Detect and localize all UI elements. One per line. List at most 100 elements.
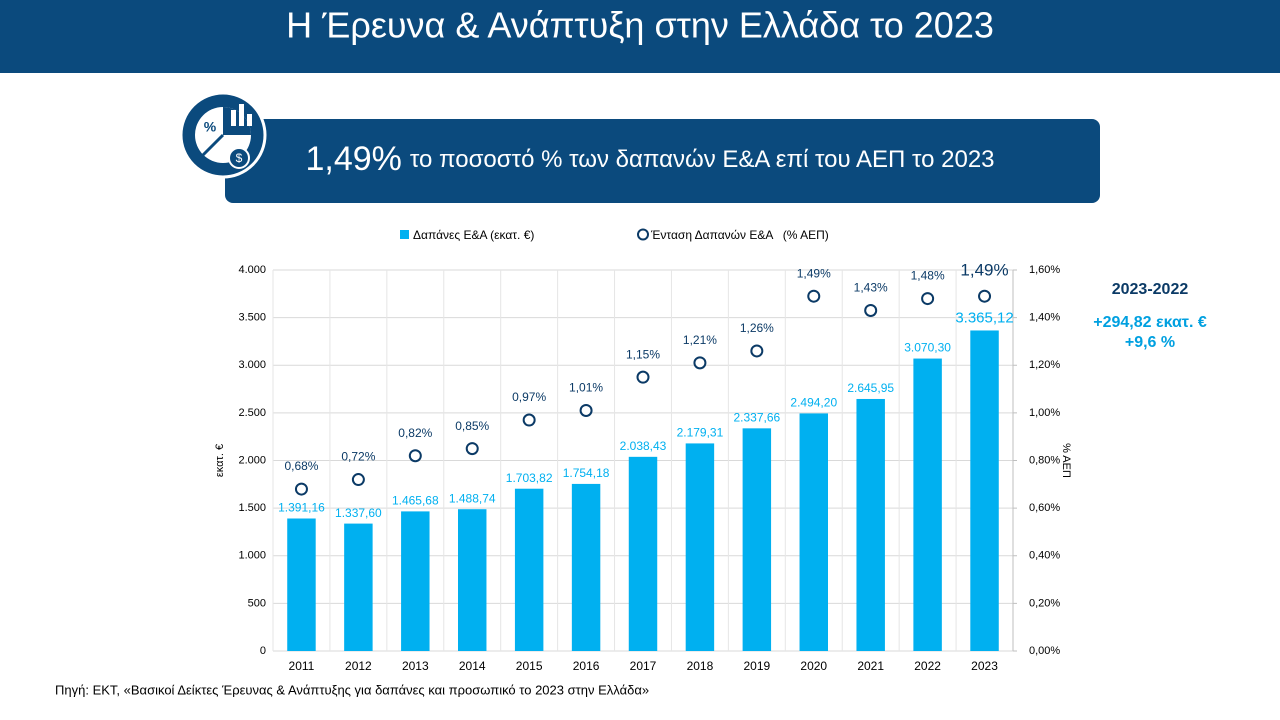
- marker-value-label: 1,26%: [740, 321, 774, 335]
- y2-tick-label: 1,20%: [1029, 359, 1060, 371]
- marker: [465, 442, 479, 456]
- header-bar: [0, 0, 1280, 73]
- y2-tick-label: 0,80%: [1029, 454, 1060, 466]
- bar-value-label: 1.703,82: [506, 471, 553, 485]
- y-tick-label: 3.000: [238, 359, 266, 371]
- x-tick-label: 2020: [800, 659, 827, 673]
- marker-value-label: 0,68%: [284, 459, 318, 473]
- marker-value-label: 1,43%: [854, 281, 888, 295]
- banner: [225, 119, 1100, 203]
- bar: [458, 509, 487, 651]
- bar: [970, 330, 999, 651]
- marker: [351, 473, 365, 487]
- y-tick-label: 2.000: [238, 454, 266, 466]
- side-line: +9,6 %: [1125, 334, 1175, 351]
- y2-tick-label: 0,00%: [1029, 645, 1060, 657]
- legend-label: Ένταση Δαπανών Ε&Α (% ΑΕΠ): [650, 228, 829, 242]
- marker-value-label: 1,15%: [626, 347, 660, 361]
- bar-value-label: 1.754,18: [563, 466, 610, 480]
- x-tick-label: 2019: [743, 659, 770, 673]
- legend-swatch: [637, 228, 649, 241]
- y2-tick-label: 1,00%: [1029, 407, 1060, 419]
- y2-tick-label: 0,40%: [1029, 550, 1060, 562]
- y-tick-label: 4.000: [238, 264, 266, 276]
- y-tick-label: 3.500: [238, 312, 266, 324]
- bar: [685, 443, 715, 651]
- banner-text: 1,49% το ποσοστό % των δαπανών Ε&Α επί το…: [305, 140, 994, 178]
- marker: [693, 356, 707, 370]
- marker: [807, 289, 821, 303]
- slide-title: Η Έρευνα & Ανάπτυξη στην Ελλάδα το 2023: [286, 5, 994, 46]
- bar: [287, 518, 316, 651]
- y2-tick-label: 1,60%: [1029, 264, 1060, 276]
- marker-value-label: 0,85%: [455, 419, 489, 433]
- bar: [344, 523, 373, 651]
- marker-value-label: 0,82%: [398, 426, 432, 440]
- x-tick-label: 2012: [345, 659, 372, 673]
- marker: [579, 403, 593, 417]
- legend-label: Δαπάνες Ε&Α (εκατ. €): [413, 228, 534, 242]
- marker: [636, 370, 650, 384]
- bar-value-label: 3.070,30: [904, 341, 951, 355]
- marker: [294, 482, 308, 496]
- y-tick-label: 0: [260, 645, 266, 657]
- marker-value-label: 1,21%: [683, 333, 717, 347]
- y-tick-label: 500: [248, 597, 266, 609]
- source: Πηγή: ΕΚΤ, «Βασικοί Δείκτες Έρευνας & Αν…: [55, 682, 649, 697]
- marker-value-label: 1,48%: [911, 269, 945, 283]
- marker-value-label: 0,72%: [341, 450, 375, 464]
- bar: [628, 456, 658, 651]
- x-tick-label: 2015: [516, 659, 543, 673]
- marker-value-label: 1,49%: [960, 261, 1008, 280]
- legend-swatch: [400, 230, 409, 239]
- x-tick-label: 2011: [289, 659, 315, 673]
- banner-body: το ποσοστό % των δαπανών Ε&Α επί του ΑΕΠ…: [410, 146, 995, 173]
- bar: [514, 488, 544, 651]
- y-tick-label: 1.500: [238, 502, 266, 514]
- y-axis-label: εκατ. €: [214, 444, 226, 477]
- icon: % $: [179, 91, 267, 179]
- bar-value-label: 2.494,20: [790, 396, 837, 410]
- x-tick-label: 2023: [971, 659, 998, 673]
- bar-value-label: 1.488,74: [449, 491, 496, 505]
- y-tick-label: 2.500: [238, 407, 266, 419]
- marker: [864, 303, 878, 317]
- x-tick-label: 2014: [459, 659, 486, 673]
- marker: [750, 344, 764, 358]
- x-tick-label: 2013: [402, 659, 429, 673]
- bar: [401, 511, 430, 651]
- bar: [856, 398, 885, 651]
- x-tick-label: 2021: [857, 659, 884, 673]
- y2-tick-label: 1,40%: [1029, 312, 1060, 324]
- bar: [913, 358, 942, 651]
- marker-value-label: 0,97%: [512, 390, 546, 404]
- y2-axis-label: % ΑΕΠ: [1060, 443, 1072, 478]
- x-tick-label: 2016: [573, 659, 600, 673]
- bar-value-label: 3.365,12: [955, 309, 1013, 326]
- y-tick-label: 1.000: [238, 550, 266, 562]
- marker-value-label: 1,01%: [569, 381, 603, 395]
- bar-value-label: 2.179,31: [677, 426, 724, 440]
- side-line: +294,82 εκατ. €: [1093, 314, 1207, 331]
- side-heading: 2023-2022: [1112, 281, 1189, 298]
- y2-tick-label: 0,20%: [1029, 597, 1060, 609]
- svg-text:%: %: [204, 119, 217, 135]
- marker: [978, 289, 992, 303]
- marker: [408, 449, 422, 463]
- x-tick-label: 2018: [687, 659, 714, 673]
- marker: [921, 292, 935, 306]
- bar: [571, 483, 601, 651]
- x-tick-label: 2017: [630, 659, 657, 673]
- marker-value-label: 1,49%: [797, 266, 831, 280]
- marker: [522, 413, 536, 427]
- banner-highlight: 1,49%: [305, 140, 401, 178]
- bar-value-label: 2.337,66: [733, 411, 780, 425]
- x-tick-label: 2022: [914, 659, 941, 673]
- bar: [742, 428, 772, 651]
- bar: [799, 413, 828, 651]
- bar-value-label: 1.337,60: [335, 506, 382, 520]
- bar-value-label: 2.645,95: [847, 381, 894, 395]
- svg-text:$: $: [236, 151, 243, 165]
- bar-value-label: 2.038,43: [620, 439, 667, 453]
